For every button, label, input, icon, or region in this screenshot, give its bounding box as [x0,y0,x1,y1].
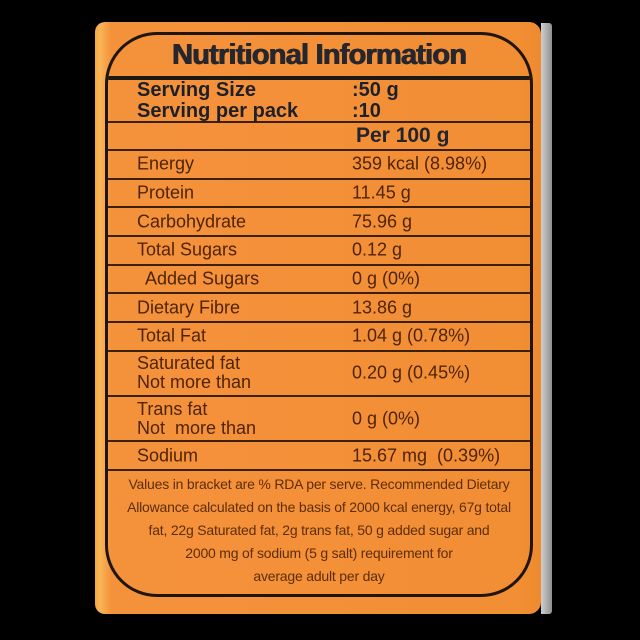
column-header-row: Per 100 g [108,123,530,152]
serving-size-row: Serving Size :50 g [108,80,530,101]
row-label: Trans fat Not more than [137,398,257,438]
row-label: Energy [137,153,195,174]
row-label-line1: Saturated fat [137,353,241,374]
row-label: Dietary Fibre [137,298,240,317]
nutrition-table-border: Nutritional Information Serving Size :50… [105,32,533,597]
table-row-dietary-fibre: Dietary Fibre 13.86 g [108,294,530,323]
table-row-total-sugars: Total Sugars 0.12 g [108,237,530,266]
disclaimer-line: 2000 mg of sodium (5 g salt) requirement… [185,545,453,562]
row-label-line1: Carbohydrate [137,211,247,232]
row-value: 11.45 g [352,182,411,203]
row-value: 0 g (0%) [352,408,421,429]
table-row-total-fat: Total Fat 1.04 g (0.78%) [108,323,530,352]
label-title: Nutritional Information [171,39,467,72]
row-label: Saturated fat Not more than [137,354,251,392]
row-label: Carbohydrate [137,212,246,231]
row-label-line1: Sodium [137,445,199,466]
row-label-line1: Energy [137,153,195,174]
serving-per-pack-row: Serving per pack :10 [108,99,530,122]
label-right-edge-strip [541,23,552,614]
disclaimer-line: fat, 22g Saturated fat, 2g trans fat, 50… [148,522,490,539]
table-row-sodium: Sodium 15.67 mg (0.39%) [108,442,530,472]
row-label: Total Fat [137,325,207,346]
table-row-saturated-fat: Saturated fat Not more than 0.20 g (0.45… [108,352,530,397]
label-header: Nutritional Information [108,35,530,81]
row-label-line1: Added Sugars [145,268,260,289]
row-value: 1.04 g (0.78%) [352,325,471,346]
row-label: Added Sugars [145,269,259,288]
row-value: 75.96 g [352,211,413,232]
row-label-line2: Not more than [137,417,257,438]
serving-per-pack-value: :10 [352,99,381,122]
row-value: 15.67 mg (0.39%) [352,445,501,466]
row-value: 0.20 g (0.45%) [352,362,471,383]
table-row-added-sugars: Added Sugars 0 g (0%) [108,266,530,295]
row-value: 0 g (0%) [352,268,421,289]
row-value: 359 kcal (8.98%) [352,153,488,174]
per-100g-header: Per 100 g [356,124,450,148]
table-row-trans-fat: Trans fat Not more than 0 g (0%) [108,397,530,443]
row-label-line1: Dietary Fibre [137,297,241,318]
serving-info-section: Serving Size :50 g Serving per pack :10 [108,80,530,124]
row-label: Protein [137,182,195,203]
row-label: Total Sugars [137,239,238,260]
row-label-line1: Total Fat [137,325,207,346]
row-value: 0.12 g [352,239,403,260]
serving-per-pack-label: Serving per pack [137,99,299,122]
table-row-protein: Protein 11.45 g [108,180,530,209]
table-row-energy: Energy 359 kcal (8.98%) [108,151,530,180]
disclaimer-line: average adult per day [253,568,385,585]
nutrition-label-panel: Nutritional Information Serving Size :50… [95,22,541,614]
row-label-line1: Total Sugars [137,239,238,260]
disclaimer-line: Values in bracket are % RDA per serve. R… [128,476,510,493]
rda-disclaimer: Values in bracket are % RDA per serve. R… [108,471,530,594]
serving-size-label: Serving Size [137,79,256,102]
table-row-carbohydrate: Carbohydrate 75.96 g [108,208,530,238]
row-label-line1: Trans fat [137,398,208,419]
row-label-line2: Not more than [137,372,252,393]
row-label-line1: Protein [137,182,195,203]
row-value: 13.86 g [352,297,413,318]
serving-size-value: :50 g [352,79,399,102]
disclaimer-line: Allowance calculated on the basis of 200… [127,499,511,516]
row-label: Sodium [137,446,198,465]
